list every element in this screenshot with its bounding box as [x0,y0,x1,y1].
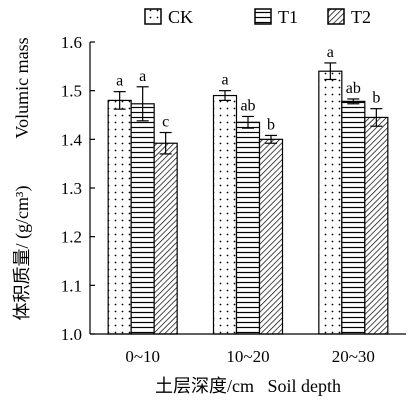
significance-label: a [116,73,123,90]
legend-label-t1: T1 [278,7,298,27]
significance-label: ab [346,80,361,97]
x-tick-label: 10~20 [226,347,269,366]
bar-t1-2 [341,100,366,335]
legend-swatch-ck [144,8,162,25]
x-tick-label: 0~10 [125,347,160,366]
bar-t2-0 [153,142,178,335]
significance-label: a [139,68,146,85]
y-tick-label: 1.4 [61,130,83,149]
significance-label: b [267,116,275,133]
bar-ck-2 [318,70,343,335]
significance-label: ab [240,97,255,114]
legend-label-ck: CK [168,7,193,27]
y-tick-label: 1.5 [61,82,82,101]
y-tick-label: 1.0 [61,325,82,344]
y-tick-label: 1.6 [61,33,82,52]
y-tick-label: 1.3 [61,179,82,198]
bar-t1-1 [235,121,261,335]
bar-ck-1 [212,94,238,335]
x-axis-title: 土层深度/cm Soil depth [155,376,341,396]
y-axis-title-en: Volumic mass [12,37,32,138]
y-tick-label: 1.1 [61,276,82,295]
x-axis-ticks: 0~10 10~20 20~30 [125,347,375,366]
significance-label: c [162,114,169,131]
legend-swatch-t2 [327,8,345,25]
bar-t2-1 [258,138,284,335]
y-tick-label: 1.2 [61,228,82,247]
y-axis-ticks: 1.0 1.1 1.2 1.3 1.4 1.5 1.6 [61,33,95,344]
legend-label-t2: T2 [351,7,371,27]
legend: CK T1 T2 [144,7,371,27]
significance-label: b [372,90,380,107]
bar-t1-0 [130,103,155,335]
x-tick-label: 20~30 [332,347,375,366]
bar-t2-2 [364,116,389,335]
y-axis-title-cn: 体积质量/ (g/cm³) [12,186,33,321]
legend-swatch-t1 [254,8,272,25]
significance-label: a [221,72,228,89]
bar-ck-0 [107,99,132,335]
significance-label: a [327,44,334,61]
